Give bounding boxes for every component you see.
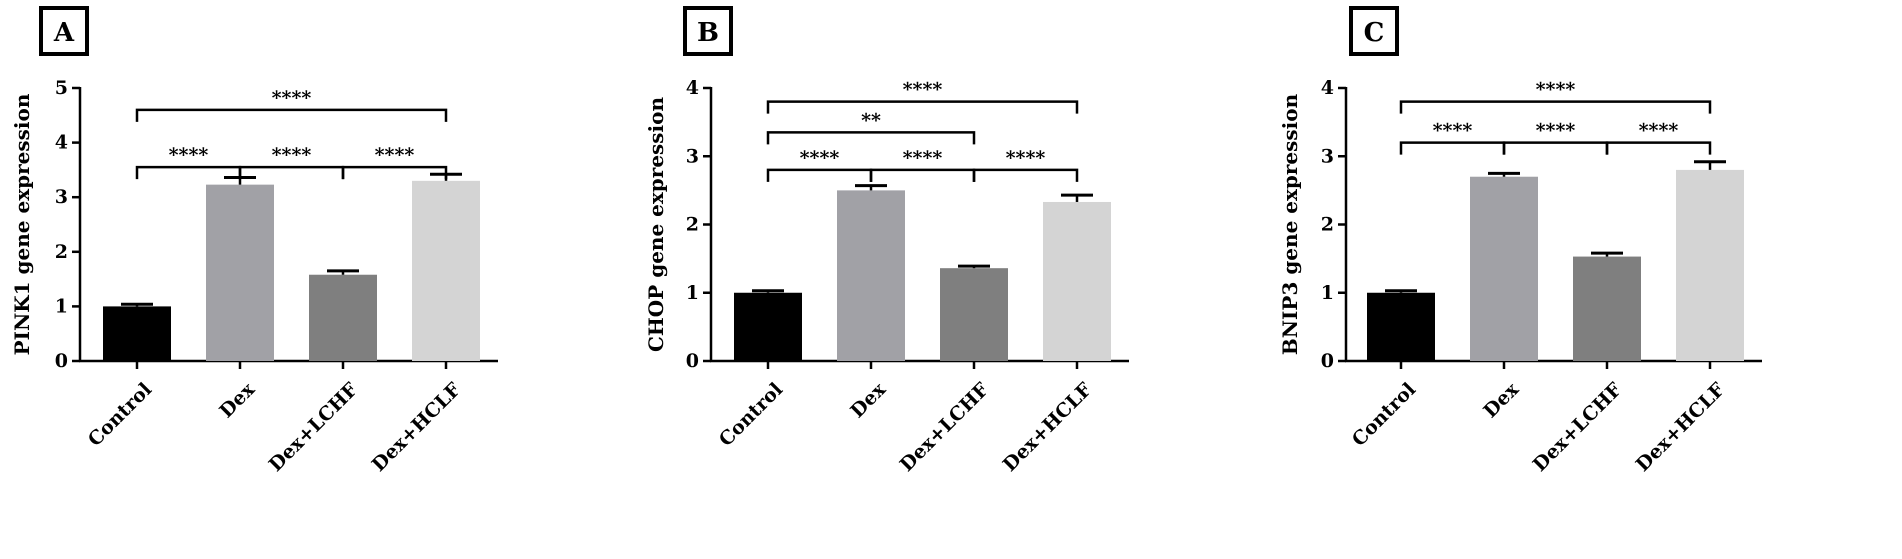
significance-label: **** [169,144,209,166]
significance-label: **** [1536,79,1576,101]
significance-bracket [766,100,1079,114]
y-tick-label: 2 [55,241,68,263]
significance-bracket [1399,100,1712,114]
y-tick-label: 3 [55,186,68,208]
panel-label: A [53,18,75,48]
x-tick-label: Dex [215,378,259,422]
x-tick-label: Dex+LCHF [896,378,994,476]
significance-bracket [341,165,448,180]
y-tick-label: 5 [55,77,68,99]
bar [309,274,377,361]
panel-label-box: C [1349,6,1399,56]
bar [1676,169,1744,361]
significance-label: **** [1639,120,1679,142]
y-tick-label: 0 [686,350,699,372]
y-tick-label: 4 [55,132,68,154]
x-tick-label: Control [715,379,787,451]
x-tick-label: Dex [1479,378,1523,422]
y-tick-label: 3 [686,145,699,167]
bar [1470,176,1538,361]
y-tick-label: 1 [1321,282,1334,304]
significance-label: **** [903,147,943,169]
significance-bracket [972,168,1079,182]
bar [1043,201,1111,361]
x-tick-label: Dex+HCLF [999,378,1097,476]
bar [103,306,171,361]
significance-label: **** [800,147,840,169]
y-axis-label: CHOP gene expression [644,97,668,353]
panel-c: C BNIP3 gene expression 0 1 2 3 4 Control Dex D… [1268,0,1902,559]
panel-label: B [697,18,719,48]
significance-label: **** [903,79,943,101]
bar [412,180,480,361]
significance-bracket [1502,141,1609,155]
bar [1367,292,1435,361]
y-tick-label: 1 [686,282,699,304]
y-tick-label: 3 [1321,145,1334,167]
x-tick-label: Dex+LCHF [265,378,363,476]
bar [734,292,802,361]
significance-label: **** [1536,120,1576,142]
y-tick-label: 4 [1321,77,1334,99]
significance-bracket [869,168,976,182]
plot-area: 0 1 2 3 4 Control Dex Dex+LCHF Dex+HCLF **** **** *… [1321,77,1762,476]
panel-a: A PINK1 gene expression 0 1 2 3 4 5 Control Dex… [0,0,634,559]
bar [1573,256,1641,361]
x-tick-label: Dex [846,378,890,422]
x-tick-label: Dex+LCHF [1529,378,1627,476]
y-axis-label: PINK1 gene expression [10,93,34,355]
bar [837,190,905,361]
significance-label: **** [272,87,312,109]
significance-label: **** [272,144,312,166]
x-tick-label: Dex+HCLF [1632,378,1730,476]
significance-label: **** [1006,147,1046,169]
plot-area: 0 1 2 3 4 5 Control Dex Dex+LCHF Dex+HCLF **** ****… [55,77,498,476]
x-tick-label: Control [84,379,156,451]
x-tick-label: Dex+HCLF [368,378,466,476]
significance-bracket [766,131,976,145]
y-tick-label: 2 [686,214,699,236]
x-tick-label: Control [1348,379,1420,451]
significance-label: ** [861,109,881,131]
panel-label-box: B [683,6,733,56]
significance-bracket [1399,141,1506,155]
y-tick-label: 4 [686,77,699,99]
bar [206,184,274,361]
y-tick-label: 0 [1321,350,1334,372]
y-axis-label: BNIP3 gene expression [1278,93,1302,355]
significance-label: **** [1433,120,1473,142]
panel-label: C [1364,18,1385,48]
chart-a: A PINK1 gene expression 0 1 2 3 4 5 Control Dex… [10,6,498,476]
significance-label: **** [375,144,415,166]
y-tick-label: 1 [55,295,68,317]
y-tick-label: 2 [1321,214,1334,236]
significance-bracket [1605,141,1712,155]
bar [940,268,1008,361]
panel-label-box: A [39,6,89,56]
y-tick-label: 0 [55,350,68,372]
significance-bracket [135,108,448,122]
significance-bracket [766,168,873,182]
panel-b: B CHOP gene expression 0 1 2 3 4 Control Dex De… [634,0,1268,559]
